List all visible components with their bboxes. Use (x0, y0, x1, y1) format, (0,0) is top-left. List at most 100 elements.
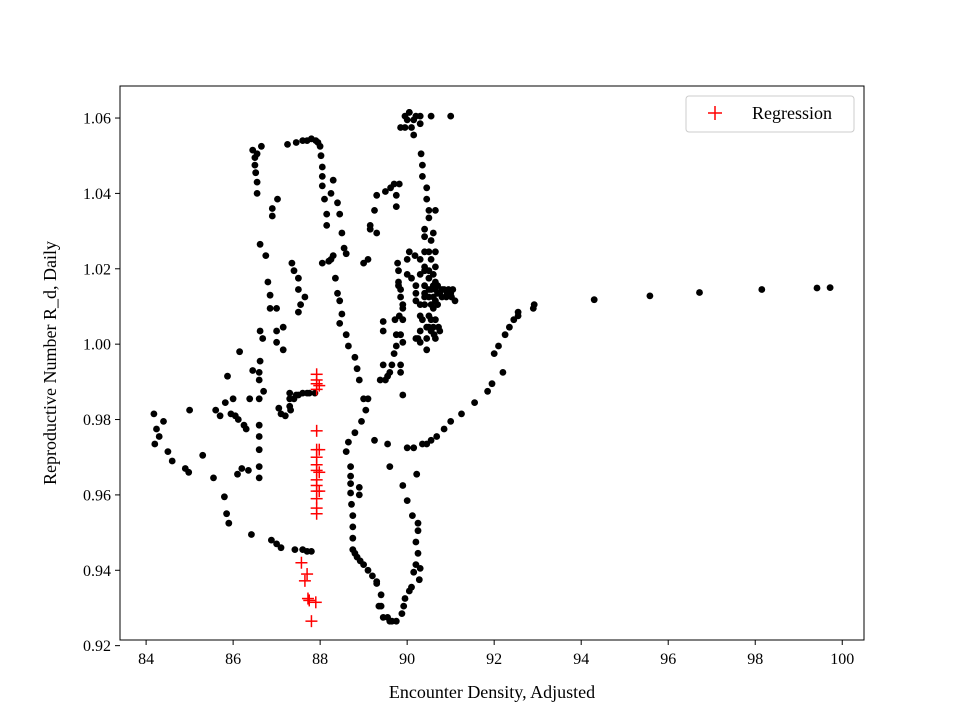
data-point (403, 444, 411, 452)
data-point (373, 580, 381, 587)
data-point (646, 292, 654, 300)
data-point (295, 286, 302, 293)
data-point (327, 190, 335, 197)
data-point (345, 342, 352, 350)
data-point (153, 425, 160, 433)
data-point (255, 376, 263, 384)
data-point (274, 195, 281, 203)
data-point (425, 214, 433, 222)
data-point (399, 482, 407, 489)
data-point (275, 404, 283, 412)
data-point (245, 467, 252, 474)
data-point (336, 320, 344, 327)
regression-point (295, 556, 308, 569)
data-point (384, 440, 391, 448)
data-point (405, 109, 413, 116)
data-point (353, 365, 361, 373)
data-point (336, 210, 344, 218)
x-tick-label: 88 (312, 651, 328, 668)
data-point (347, 463, 354, 470)
data-point (150, 410, 158, 418)
data-point (266, 305, 274, 312)
data-point (421, 301, 428, 308)
data-point (256, 357, 264, 365)
data-point (416, 565, 424, 572)
data-point (318, 182, 326, 190)
data-point (286, 389, 294, 397)
legend-box (685, 95, 855, 133)
data-point (260, 387, 267, 395)
data-point (342, 448, 350, 455)
data-point (397, 361, 404, 369)
data-point (347, 489, 354, 497)
data-point (301, 293, 309, 301)
data-point (423, 346, 431, 354)
data-point (323, 222, 331, 229)
data-point (414, 549, 422, 557)
data-point (427, 256, 435, 263)
data-point (249, 367, 257, 374)
data-point (355, 376, 363, 384)
data-point (427, 436, 435, 444)
data-point (447, 418, 455, 425)
data-point (416, 256, 424, 263)
data-point (403, 497, 411, 504)
data-point (336, 297, 344, 305)
data-point (221, 399, 229, 406)
data-point (826, 284, 834, 291)
regression-point (305, 615, 318, 628)
data-point (416, 327, 424, 335)
data-point (408, 583, 415, 591)
data-point (432, 316, 439, 324)
legend: Regression (685, 95, 855, 133)
data-point (590, 296, 598, 304)
data-point (414, 519, 422, 527)
data-point (397, 331, 404, 339)
data-point (395, 267, 402, 275)
data-point (419, 316, 426, 324)
data-point (434, 282, 441, 290)
data-point (373, 229, 381, 237)
data-point (412, 289, 420, 297)
data-point (292, 139, 300, 146)
data-point (813, 284, 821, 292)
data-point (277, 544, 285, 552)
data-point (342, 250, 350, 258)
data-point (416, 120, 424, 128)
data-point (273, 327, 280, 335)
data-point (210, 474, 217, 482)
data-point (488, 380, 496, 388)
data-point (255, 463, 263, 470)
legend-marker-regression (708, 106, 722, 120)
data-point (696, 289, 703, 296)
data-point (415, 576, 423, 584)
data-point (432, 207, 439, 214)
data-point (395, 180, 403, 188)
data-point (390, 350, 398, 357)
regression-point (301, 568, 314, 581)
data-point (501, 331, 509, 339)
x-axis-label: Encounter Density, Adjusted (389, 682, 595, 702)
data-point (392, 342, 400, 350)
data-point (223, 510, 231, 518)
regression-points (295, 368, 326, 628)
data-point (318, 173, 326, 180)
x-tick-label: 92 (486, 651, 502, 668)
data-point (251, 161, 259, 169)
data-point (506, 323, 513, 331)
data-point (399, 391, 407, 399)
data-point (495, 342, 502, 350)
data-point (238, 465, 246, 472)
data-point (403, 256, 411, 263)
data-point (290, 267, 298, 275)
data-point (397, 369, 404, 376)
legend-label-regression: Regression (752, 103, 832, 123)
data-point (398, 610, 406, 617)
data-point (216, 412, 224, 420)
data-point (318, 259, 326, 267)
data-point (514, 308, 522, 316)
data-point (323, 210, 331, 218)
data-point (332, 274, 339, 282)
y-tick-label: 0.94 (83, 563, 111, 580)
data-point (390, 180, 398, 188)
